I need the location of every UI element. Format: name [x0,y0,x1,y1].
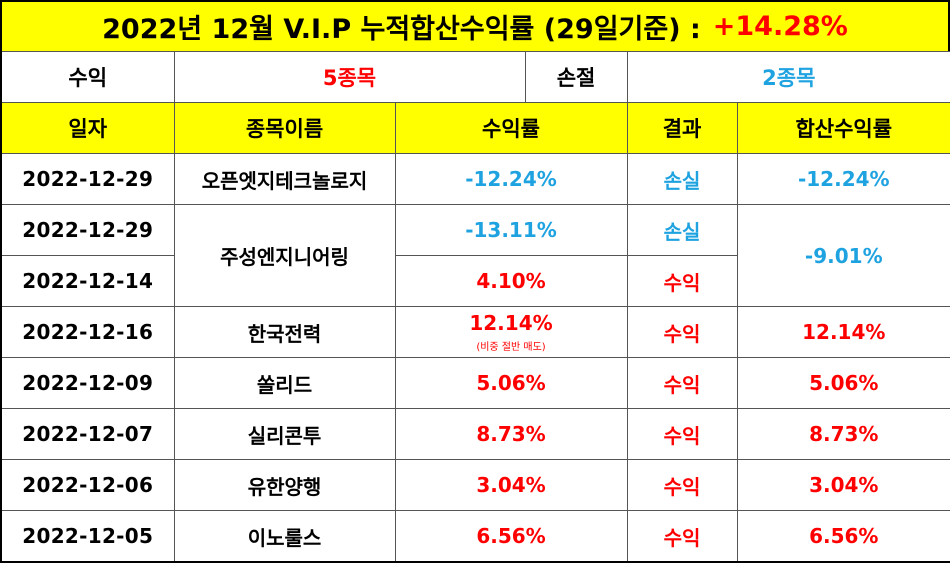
cumulative-return: +14.28% [712,11,848,42]
row-return: 5.06% [394,357,628,409]
header-result: 결과 [626,102,738,154]
row-combined: -12.24% [736,153,950,205]
row-result: 수익 [626,255,738,307]
table-row: 2022-12-07 실리콘투 8.73% 수익 8.73% [0,408,950,460]
summary-row: 수익 5종목 손절 2종목 [0,51,950,103]
table-row: 2022-12-29 주성엔지니어링 -13.11% 손실 -9.01% [0,204,950,307]
row-combined: 6.56% [736,510,950,563]
row-name: 주성엔지니어링 [173,204,396,307]
returns-table: 수익 5종목 손절 2종목 일자 종목이름 수익률 결과 합산수익률 2022-… [0,51,950,563]
header-return: 수익률 [394,102,628,154]
row-combined: 12.14% [736,306,950,358]
row-combined: 3.04% [736,459,950,511]
row-date: 2022-12-07 [0,408,175,460]
row-date: 2022-12-16 [0,306,175,358]
loss-count-label: 손절 [524,51,628,103]
row-result: 수익 [626,357,738,409]
row-result: 수익 [626,408,738,460]
row-date: 2022-12-29 [0,153,175,205]
profit-count: 5종목 [173,51,526,103]
report-title: 2022년 12월 V.I.P 누적합산수익률 (29일기준) : +14.28… [0,0,950,51]
profit-count-label: 수익 [0,51,175,103]
row-result: 수익 [626,306,738,358]
row-name: 실리콘투 [173,408,396,460]
row-return-cell: 12.14% (비중 절반 매도) [394,306,628,358]
header-name: 종목이름 [173,102,396,154]
row-name: 한국전력 [173,306,396,358]
row-result: 수익 [626,459,738,511]
row-date: 2022-12-09 [0,357,175,409]
row-combined: -9.01% [736,204,950,307]
row-return: 8.73% [394,408,628,460]
table-row: 2022-12-06 유한양행 3.04% 수익 3.04% [0,459,950,511]
row-note: (비중 절반 매도) [476,342,546,353]
row-return: 12.14% [469,311,553,335]
table-row: 2022-12-16 한국전력 12.14% (비중 절반 매도) 수익 12.… [0,306,950,358]
row-date: 2022-12-05 [0,510,175,563]
table-header: 일자 종목이름 수익률 결과 합산수익률 [0,102,950,154]
row-name: 쏠리드 [173,357,396,409]
row-result: 수익 [626,510,738,563]
row-return: -13.11% [394,204,628,256]
row-combined: 5.06% [736,357,950,409]
table-row: 2022-12-14 4.10% 수익 [0,255,950,307]
row-date: 2022-12-06 [0,459,175,511]
table-row: 2022-12-29 오픈엣지테크놀로지 -12.24% 손실 -12.24% [0,153,950,205]
row-date: 2022-12-14 [0,255,175,307]
row-date: 2022-12-29 [0,204,175,256]
header-combined: 합산수익률 [736,102,950,154]
row-name: 이노룰스 [173,510,396,563]
report-title-text: 2022년 12월 V.I.P 누적합산수익률 (29일기준) : [102,14,701,45]
row-name: 유한양행 [173,459,396,511]
table-row: 2022-12-05 이노룰스 6.56% 수익 6.56% [0,510,950,563]
row-return: 4.10% [394,255,628,307]
table-row: 2022-12-09 쏠리드 5.06% 수익 5.06% [0,357,950,409]
row-return: 6.56% [394,510,628,563]
row-name: 오픈엣지테크놀로지 [173,153,396,205]
row-return: -12.24% [394,153,628,205]
row-return: 3.04% [394,459,628,511]
row-combined: 8.73% [736,408,950,460]
row-result: 손실 [626,204,738,256]
loss-count: 2종목 [626,51,950,103]
header-date: 일자 [0,102,175,154]
row-result: 손실 [626,153,738,205]
